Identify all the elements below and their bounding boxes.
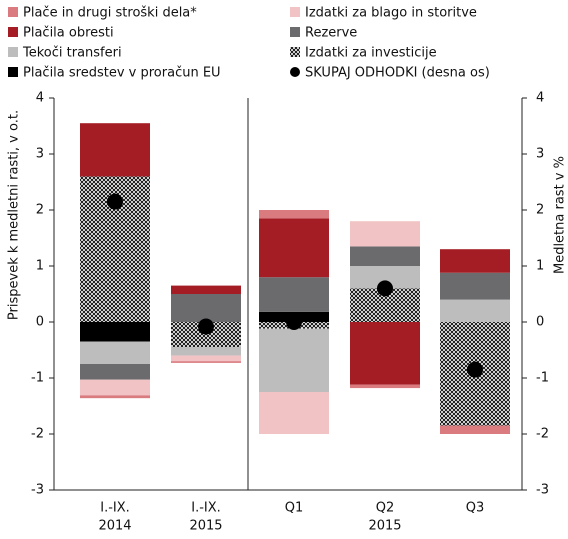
bar-segment bbox=[171, 347, 241, 356]
y2-tick-label: -1 bbox=[536, 371, 549, 386]
bar-segment bbox=[259, 210, 329, 219]
legend-marker bbox=[8, 27, 18, 37]
bar-segment bbox=[259, 277, 329, 312]
x-tick-label: Q3 bbox=[466, 501, 485, 516]
total-dot bbox=[286, 314, 302, 330]
y-tick-label: -3 bbox=[31, 483, 44, 498]
legend-label: Plače in drugi stroški dela* bbox=[23, 6, 197, 21]
y-tick-label: 4 bbox=[36, 91, 44, 106]
bar-segment bbox=[171, 361, 241, 363]
total-dot bbox=[198, 318, 214, 335]
x-tick-label: Q1 bbox=[285, 501, 304, 516]
legend-marker bbox=[290, 47, 300, 57]
y-tick-label: 0 bbox=[36, 315, 44, 330]
bar-segment bbox=[350, 322, 420, 385]
bar-segment bbox=[171, 355, 241, 362]
y2-tick-label: -2 bbox=[536, 427, 549, 442]
y2-tick-label: -3 bbox=[536, 483, 549, 498]
legend-marker bbox=[290, 7, 300, 17]
total-dot bbox=[107, 193, 123, 210]
legend-marker bbox=[8, 67, 18, 77]
x-group-label: 2014 bbox=[98, 519, 131, 534]
bar-segment bbox=[80, 395, 150, 399]
bar-segment bbox=[350, 384, 420, 389]
bar-segment bbox=[350, 266, 420, 289]
x-tick-label: Q2 bbox=[376, 501, 395, 516]
bar-segment bbox=[259, 328, 329, 392]
y-tick-label: 2 bbox=[36, 203, 44, 218]
bar-segment bbox=[171, 285, 241, 294]
x-tick-label: I.-IX. bbox=[191, 501, 221, 516]
y-axis-label: Prispevek k medletni rasti, v o.t. bbox=[7, 110, 22, 320]
total-dot bbox=[467, 361, 483, 378]
bar-segment bbox=[350, 221, 420, 247]
legend-marker bbox=[290, 67, 300, 77]
total-dot bbox=[377, 280, 393, 297]
y-tick-label: 1 bbox=[36, 259, 44, 274]
y2-tick-label: 3 bbox=[536, 147, 544, 162]
y-tick-label: 3 bbox=[36, 147, 44, 162]
bar-segment bbox=[80, 322, 150, 342]
legend-label: Izdatki za investicije bbox=[305, 46, 437, 61]
bar-segment bbox=[440, 425, 510, 434]
legend-label: Plačila obresti bbox=[23, 26, 114, 41]
y2-tick-label: 4 bbox=[536, 91, 544, 106]
bar-segment bbox=[259, 218, 329, 278]
x-group-label: 2015 bbox=[189, 519, 222, 534]
bar-segment bbox=[171, 294, 241, 322]
bar-segment bbox=[80, 341, 150, 364]
bar-segment bbox=[440, 299, 510, 322]
bar-segment bbox=[80, 123, 150, 177]
bar-segment bbox=[440, 272, 510, 300]
x-tick-label: I.-IX. bbox=[100, 501, 130, 516]
legend-label: Plačila sredstev v proračun EU bbox=[23, 66, 221, 81]
x-group-label: 2015 bbox=[368, 519, 401, 534]
bar-segment bbox=[440, 249, 510, 273]
bar-segment bbox=[350, 246, 420, 266]
y2-tick-label: 2 bbox=[536, 203, 544, 218]
bar-segment bbox=[80, 379, 150, 396]
legend-marker bbox=[290, 27, 300, 37]
y-tick-label: -2 bbox=[31, 427, 44, 442]
bar-segment bbox=[80, 364, 150, 380]
legend-label: Izdatki za blago in storitve bbox=[305, 6, 477, 21]
y-tick-label: -1 bbox=[31, 371, 44, 386]
legend-label: Rezerve bbox=[305, 26, 357, 41]
legend-label: SKUPAJ ODHODKI (desna os) bbox=[305, 66, 490, 81]
y2-tick-label: 1 bbox=[536, 259, 544, 274]
bar-segment bbox=[259, 392, 329, 434]
legend-marker bbox=[8, 47, 18, 57]
legend-label: Tekoči transferi bbox=[22, 46, 122, 61]
y2-axis-label: Medletna rast v % bbox=[553, 156, 568, 274]
y2-tick-label: 0 bbox=[536, 315, 544, 330]
legend-marker bbox=[8, 7, 18, 17]
